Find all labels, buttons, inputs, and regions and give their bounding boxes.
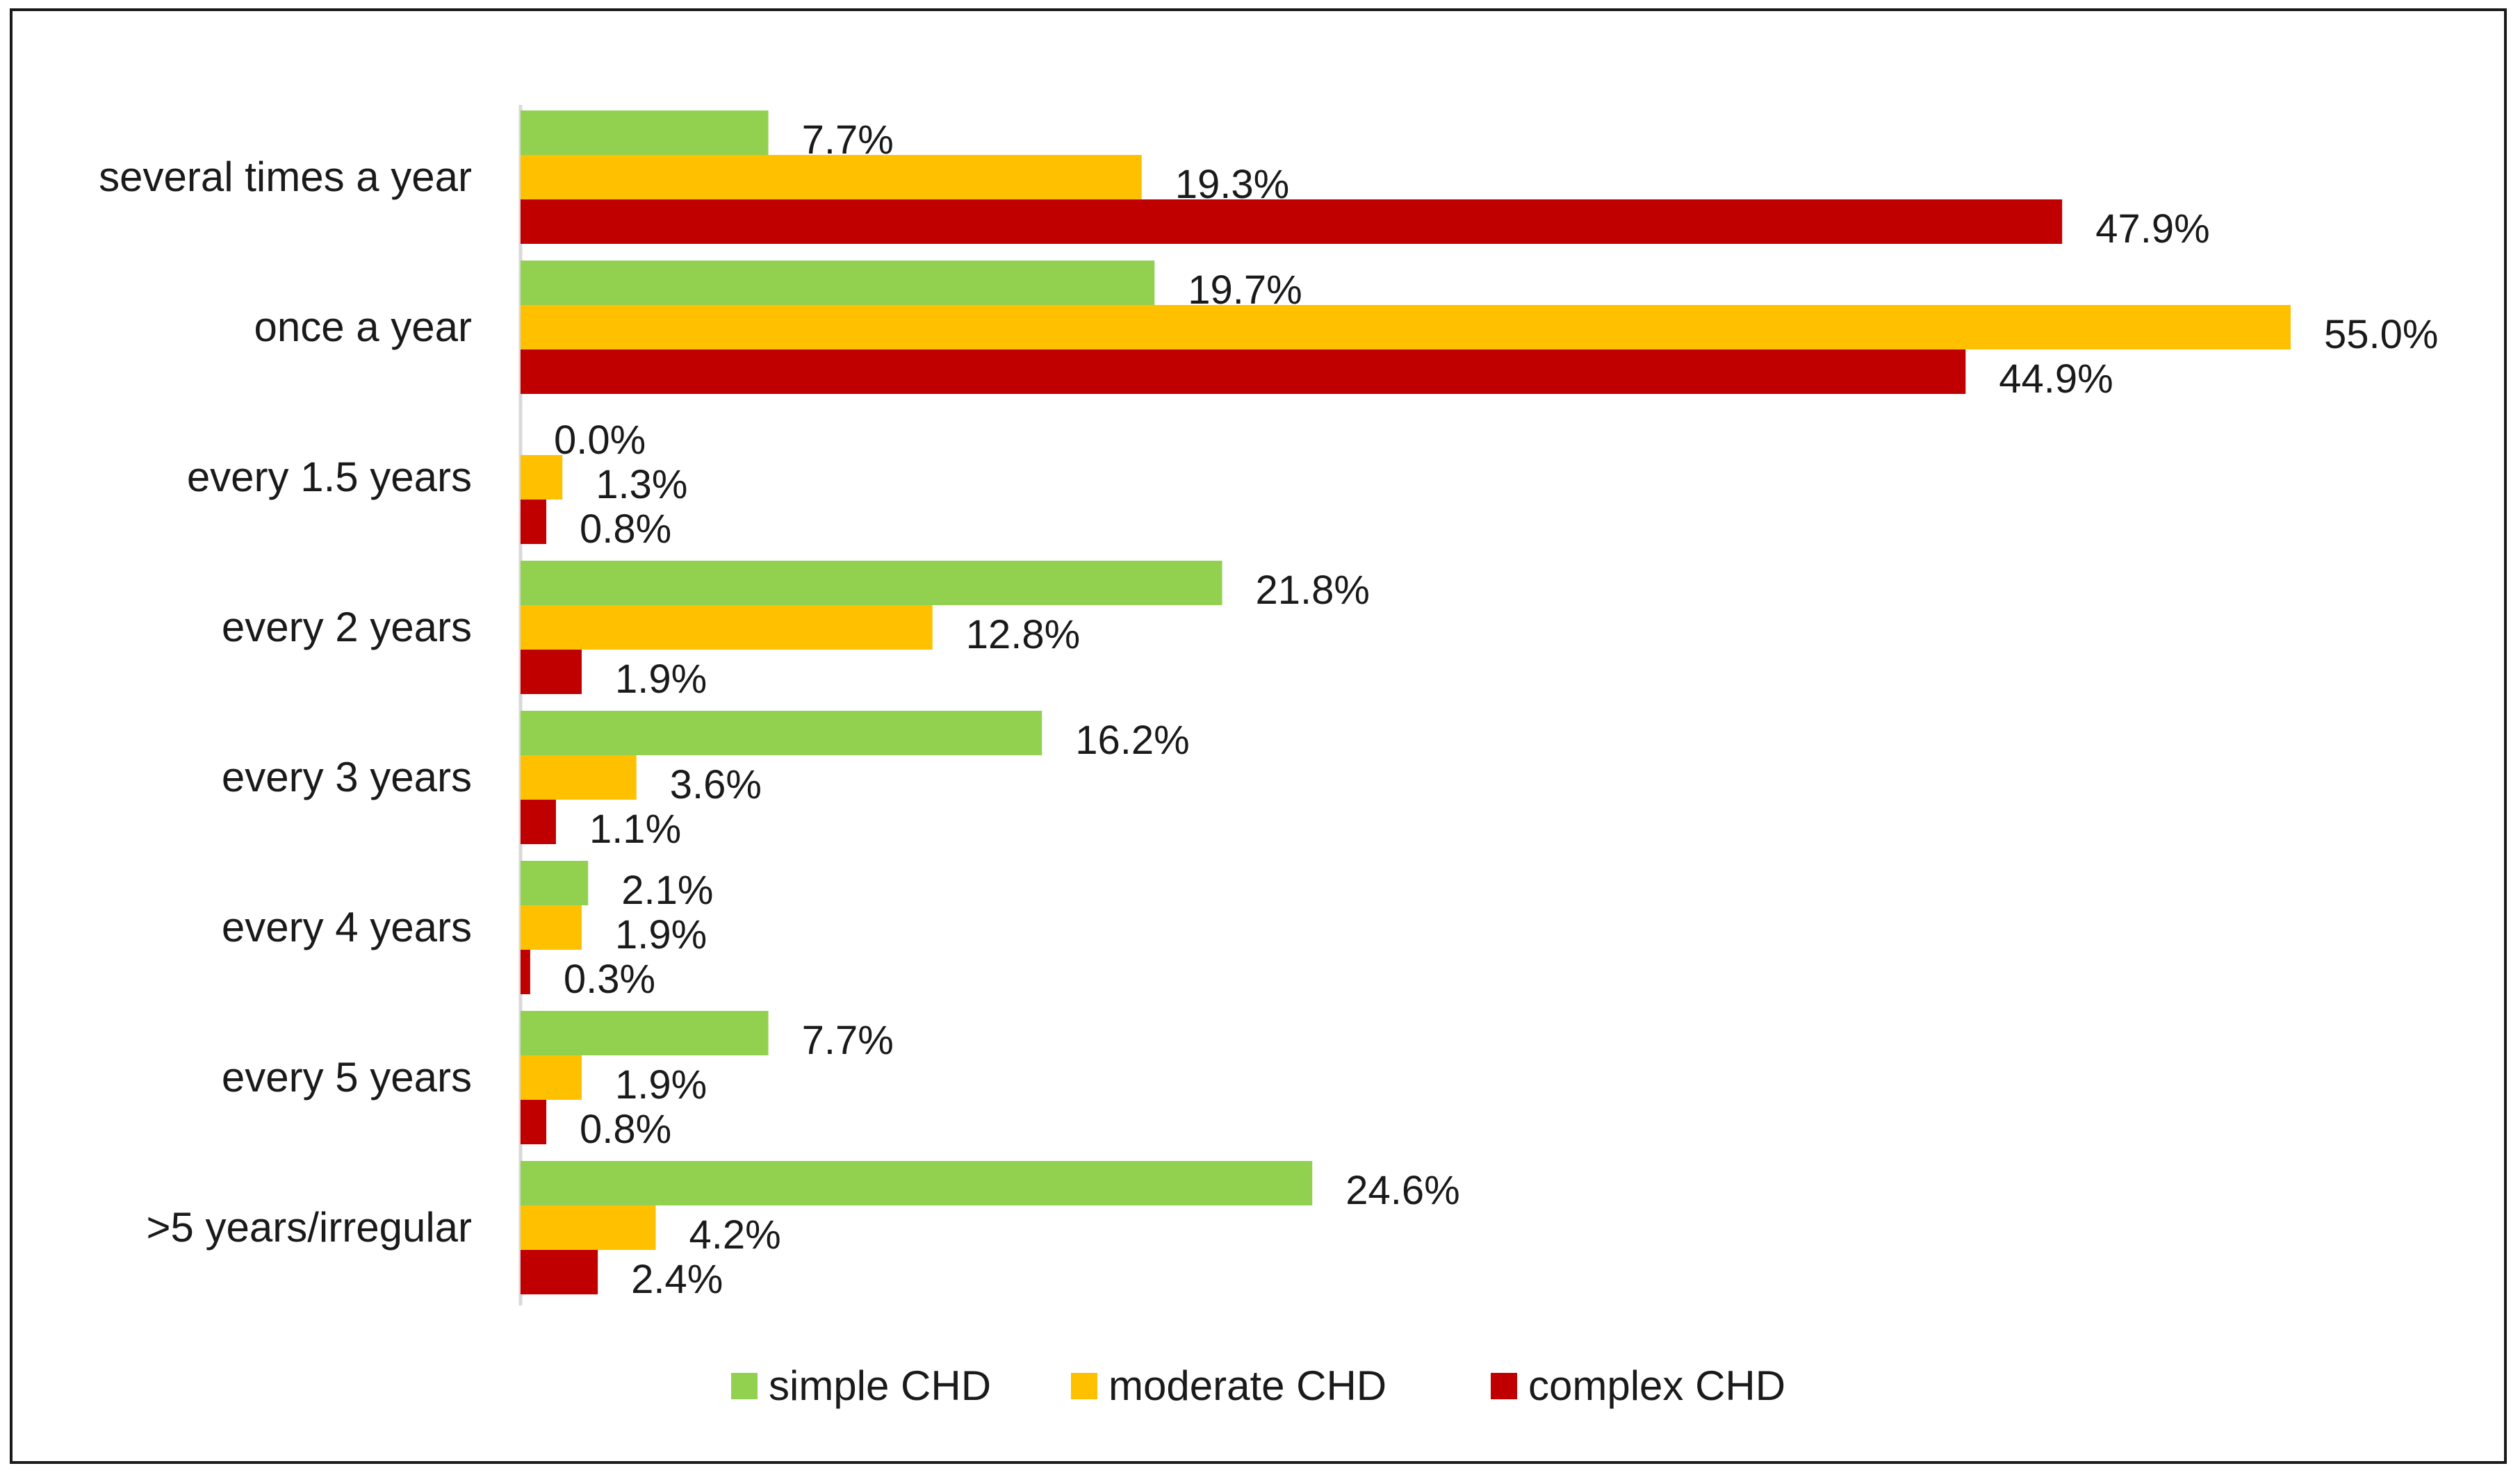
bar (521, 650, 582, 694)
bar (521, 199, 2063, 244)
legend-swatch (731, 1373, 758, 1399)
data-label: 1.9% (615, 657, 707, 702)
category-label: every 3 years (222, 754, 472, 800)
data-label: 55.0% (2324, 312, 2438, 357)
data-label: 1.9% (615, 912, 707, 957)
data-label: 4.2% (689, 1212, 780, 1258)
data-label: 19.7% (1188, 267, 1302, 313)
horizontal-bar-chart: 7.7%19.3%47.9%19.7%55.0%44.9%0.0%1.3%0.8… (99, 105, 2438, 1409)
bar (521, 950, 530, 994)
category-label: every 1.5 years (187, 454, 472, 500)
data-label: 2.1% (621, 868, 713, 913)
data-label: 16.2% (1075, 718, 1189, 763)
category-label: once a year (254, 304, 472, 350)
data-label: 0.8% (580, 506, 671, 552)
bar (521, 349, 1966, 394)
bar (521, 1011, 769, 1055)
data-label: 1.9% (615, 1062, 707, 1107)
bar (521, 755, 637, 800)
legend-label: complex CHD (1528, 1362, 1785, 1409)
data-label: 47.9% (2095, 206, 2209, 252)
data-label: 3.6% (670, 762, 762, 807)
bar (521, 800, 556, 844)
bar (521, 861, 589, 905)
bar (521, 1055, 582, 1100)
data-label: 21.8% (1256, 568, 1370, 613)
category-label: several times a year (99, 154, 472, 200)
bar (521, 500, 547, 544)
bar (521, 1161, 1313, 1205)
bar (521, 455, 563, 500)
category-label: >5 years/irregular (146, 1204, 472, 1251)
bar (521, 305, 2291, 349)
legend-label: moderate CHD (1108, 1362, 1386, 1409)
legend-swatch (1071, 1373, 1097, 1399)
bar (521, 605, 933, 650)
data-label: 44.9% (1999, 356, 2113, 402)
data-label: 0.0% (554, 418, 646, 463)
category-label: every 4 years (222, 904, 472, 950)
bar (521, 1205, 656, 1250)
data-label: 0.3% (564, 957, 655, 1002)
bar (521, 155, 1142, 199)
data-label: 24.6% (1345, 1168, 1459, 1213)
data-label: 2.4% (631, 1257, 723, 1302)
bar (521, 110, 769, 155)
bar (521, 561, 1222, 605)
bar (521, 1100, 547, 1144)
legend-swatch (1491, 1373, 1517, 1399)
bar (521, 905, 582, 950)
data-label: 0.8% (580, 1107, 671, 1152)
legend-label: simple CHD (769, 1362, 991, 1409)
category-label: every 2 years (222, 604, 472, 650)
data-label: 7.7% (802, 117, 894, 163)
data-label: 12.8% (966, 612, 1080, 657)
data-label: 1.1% (589, 807, 681, 852)
data-label: 19.3% (1175, 162, 1289, 207)
bar (521, 261, 1155, 305)
chart-frame: 7.7% 19.3% 47.9% 19.7% 55.0% 44.9% 0.0% 1.3% 0.8… (10, 8, 2507, 1464)
bar (521, 711, 1042, 755)
data-label: 7.7% (802, 1018, 894, 1063)
bar (521, 1250, 598, 1294)
data-label: 1.3% (596, 462, 687, 507)
category-label: every 5 years (222, 1054, 472, 1101)
